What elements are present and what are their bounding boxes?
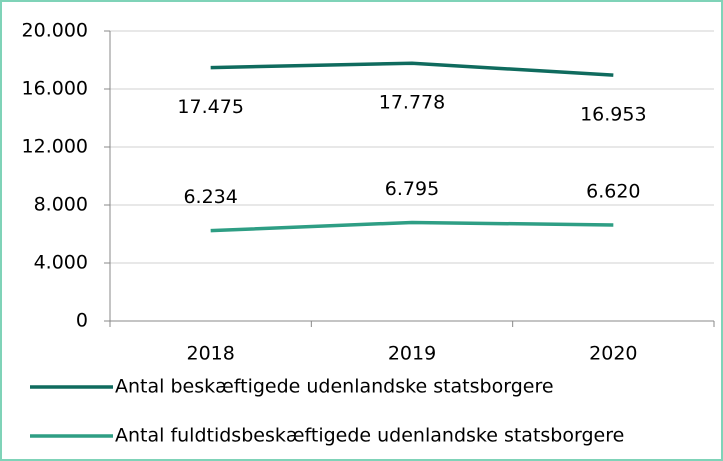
- series-line: [210, 61, 614, 77]
- y-tick-label: 20.000: [22, 20, 88, 42]
- x-tick-label: 2018: [186, 343, 234, 365]
- series-line: [210, 220, 614, 233]
- y-tick-label: 8.000: [34, 194, 88, 216]
- data-label: 6.620: [586, 181, 640, 203]
- data-label: 6.234: [183, 186, 237, 208]
- y-tick-label: 12.000: [22, 136, 88, 158]
- legend-label: Antal beskæftigede udenlandske statsborg…: [115, 376, 554, 398]
- data-label: 16.953: [580, 104, 646, 126]
- data-label: 17.778: [379, 92, 445, 114]
- x-tick-label: 2019: [388, 343, 436, 365]
- data-label: 6.795: [385, 178, 439, 200]
- y-tick-label: 0: [76, 310, 88, 332]
- legend-label: Antal fuldtidsbeskæftigede udenlandske s…: [115, 425, 624, 447]
- data-label: 17.475: [177, 96, 243, 118]
- y-tick-label: 16.000: [22, 78, 88, 100]
- y-tick-label: 4.000: [34, 252, 88, 274]
- x-tick-label: 2020: [589, 343, 637, 365]
